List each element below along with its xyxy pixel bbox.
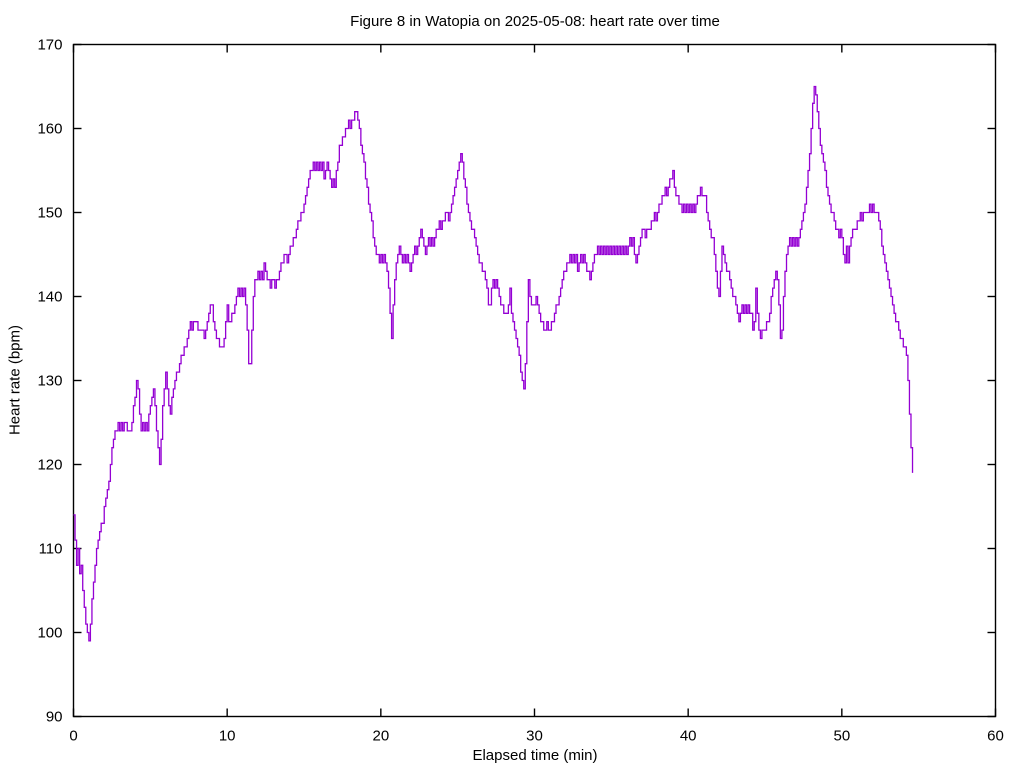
y-tick-label: 130: [37, 373, 62, 390]
y-tick-label: 170: [37, 37, 62, 54]
heart-rate-line: [73, 85, 914, 642]
y-tick-label: 100: [37, 625, 62, 642]
plot-border: [72, 43, 997, 718]
x-tick-label: 0: [69, 728, 77, 745]
y-tick-label: 150: [37, 205, 62, 222]
chart-title: Figure 8 in Watopia on 2025-05-08: heart…: [350, 13, 720, 30]
x-tick-label: 60: [987, 728, 1004, 745]
y-tick-label: 140: [37, 289, 62, 306]
x-tick-label: 10: [219, 728, 236, 745]
y-tick-label: 110: [39, 541, 63, 558]
x-tick-label: 50: [833, 728, 850, 745]
x-tick-label: 40: [680, 728, 697, 745]
y-axis-label: Heart rate (bpm): [6, 324, 24, 436]
x-tick-label: 30: [526, 728, 543, 745]
y-tick-label: 160: [37, 121, 62, 138]
y-tick-label: 120: [37, 457, 62, 474]
x-axis-label: Elapsed time (min): [472, 747, 598, 764]
y-tick-label: 90: [46, 709, 63, 726]
x-tick-label: 20: [372, 728, 389, 745]
